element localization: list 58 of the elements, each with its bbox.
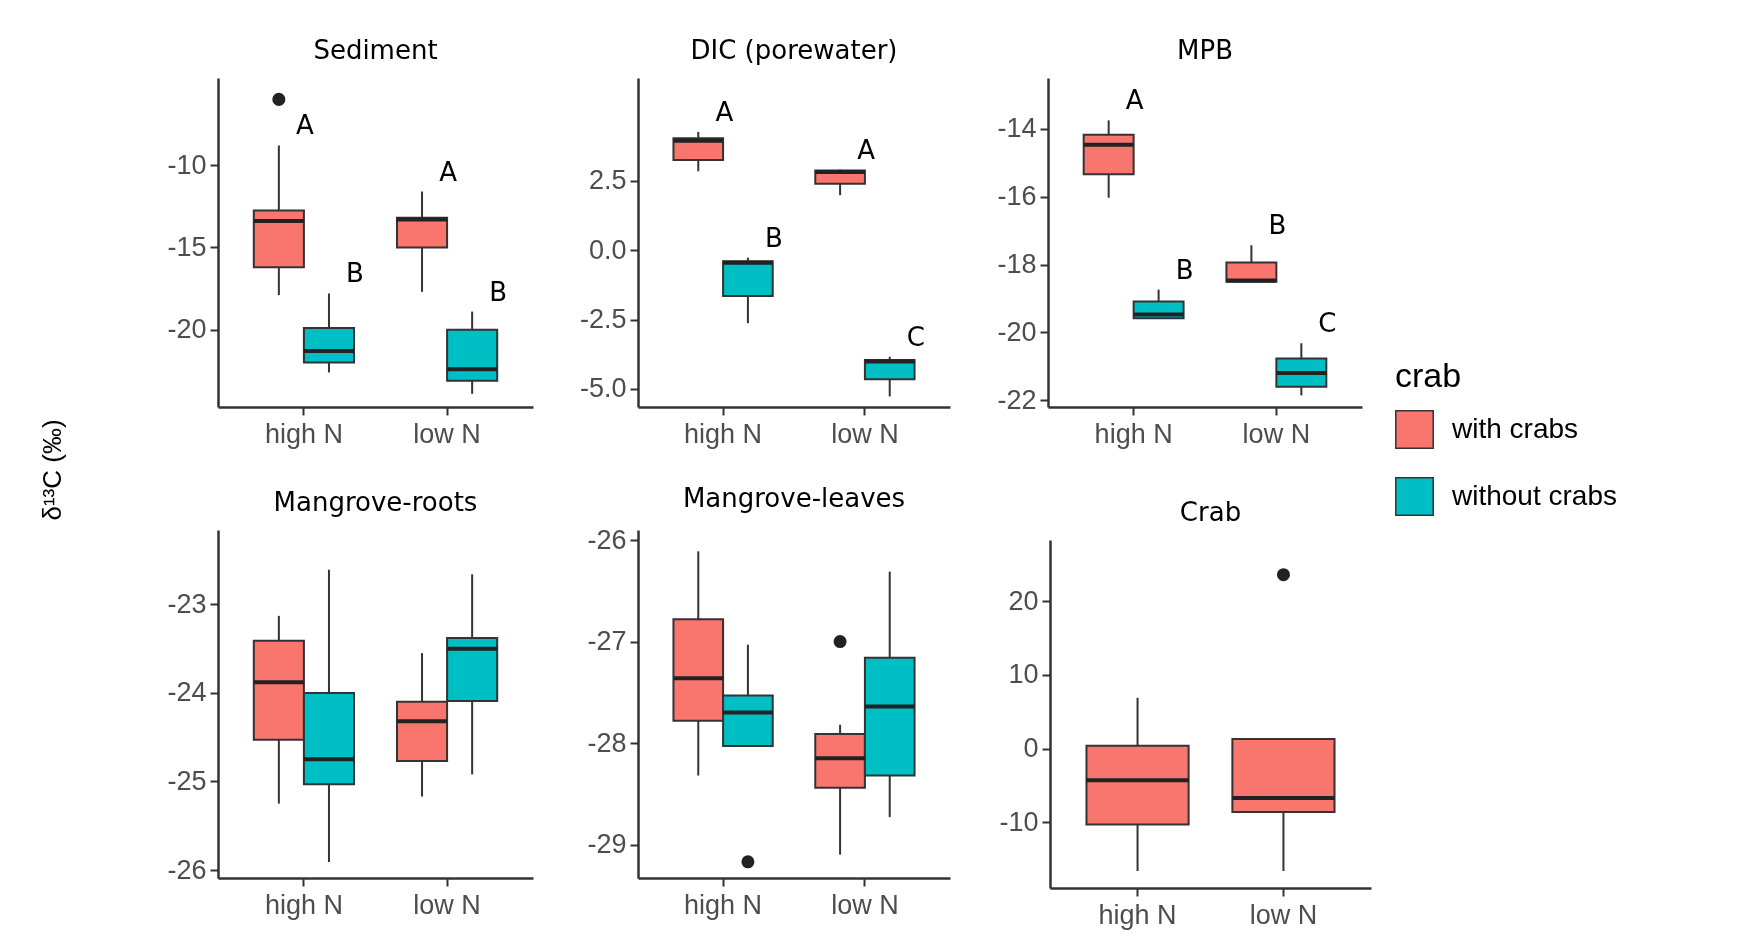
y-tick-label: -28: [587, 727, 627, 758]
y-tick-label: -26: [587, 524, 627, 555]
chart-title: Sediment: [313, 35, 438, 65]
x-tick-label: low N: [831, 418, 899, 449]
annotation: A: [295, 110, 314, 141]
y-tick-label: -10: [167, 149, 207, 180]
y-tick-label: -25: [167, 765, 207, 796]
chart-title: Mangrove-roots: [273, 487, 478, 517]
y-tick-label: -5.0: [579, 373, 627, 404]
legend-label: with crabs: [1451, 412, 1579, 444]
y-tick-label: -16: [997, 181, 1037, 212]
annotation: C: [906, 321, 925, 352]
y-tick-label: -20: [997, 316, 1037, 347]
y-tick-label: -22: [997, 384, 1037, 415]
annotation: A: [857, 134, 876, 165]
chart-title: Mangrove-leaves: [682, 483, 906, 514]
x-tick-label: high N: [1094, 418, 1173, 449]
y-tick-label: 0: [1023, 733, 1039, 764]
chart-title: DIC (porewater): [690, 35, 898, 65]
legend-label: without crabs: [1451, 479, 1617, 511]
annotation: B: [764, 222, 783, 253]
y-tick-label: -14: [997, 113, 1037, 144]
chart-title: Crab: [1179, 497, 1242, 527]
x-tick-label: low N: [413, 418, 481, 449]
annotation: A: [439, 156, 458, 187]
y-tick-label: -2.5: [579, 304, 627, 335]
x-tick-label: high N: [264, 418, 343, 449]
y-tick-label: -23: [167, 588, 207, 619]
annotation: B: [346, 258, 364, 289]
y-tick-label: 2.5: [588, 165, 627, 196]
x-tick-label: low N: [831, 889, 899, 920]
y-tick-label: -24: [167, 677, 207, 708]
annotation: A: [1125, 85, 1144, 116]
x-tick-label: low N: [1249, 899, 1318, 930]
x-tick-label: high N: [264, 889, 343, 920]
x-tick-label: high N: [684, 889, 763, 920]
x-tick-label: high N: [684, 418, 763, 449]
y-axis-title: δ¹³C (‰): [36, 419, 68, 521]
y-tick-label: 10: [1008, 659, 1039, 690]
y-tick-label: -20: [167, 314, 207, 345]
annotation: C: [1318, 308, 1337, 339]
y-tick-label: -26: [167, 854, 207, 885]
chart-title: MPB: [1177, 35, 1233, 65]
legend-title: crab: [1395, 356, 1462, 394]
y-tick-label: 20: [1008, 585, 1039, 616]
y-tick-label: -27: [587, 626, 627, 657]
y-tick-label: -18: [997, 249, 1037, 280]
y-tick-label: -10: [999, 806, 1039, 837]
annotation: A: [715, 96, 734, 127]
x-tick-label: low N: [413, 889, 481, 920]
y-tick-label: -29: [587, 829, 627, 860]
annotation: B: [1268, 210, 1287, 241]
x-tick-label: low N: [1242, 418, 1311, 449]
y-tick-label: -15: [167, 231, 207, 262]
y-tick-label: 0.0: [588, 234, 627, 265]
annotation: B: [489, 276, 508, 307]
annotation: B: [1175, 254, 1194, 285]
x-tick-label: high N: [1098, 899, 1177, 930]
